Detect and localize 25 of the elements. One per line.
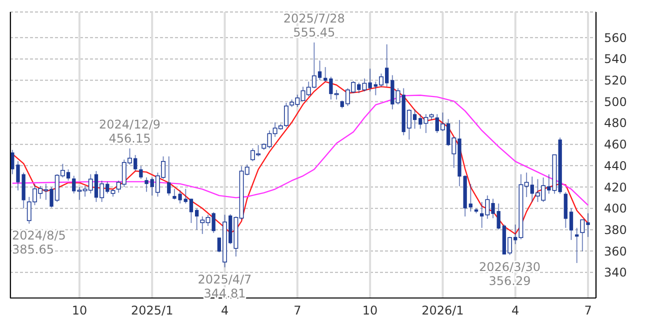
x-tick-label: 7 <box>294 304 302 318</box>
x-tick-label: 10 <box>362 304 378 318</box>
y-tick-label: 540 <box>604 52 627 66</box>
y-tick-label: 380 <box>604 222 627 237</box>
y-tick-label: 500 <box>604 94 627 109</box>
y-tick-label: 480 <box>604 116 627 130</box>
x-tick-label: 2025/1 <box>131 304 174 318</box>
x-tick-label: 4 <box>220 304 229 318</box>
x-tick-label: 7 <box>584 304 592 318</box>
annotation: 2026/3/30 356.29 <box>479 260 541 288</box>
annotation: 2025/4/7 344.81 <box>198 272 252 300</box>
y-tick-label: 400 <box>604 202 627 216</box>
line-series <box>12 94 589 206</box>
y-tick-label: 440 <box>604 158 627 173</box>
x-tick-label: 10 <box>72 304 88 318</box>
annotation: 2025/7/28 555.45 <box>283 11 345 40</box>
y-tick-label: 360 <box>604 244 627 258</box>
x-tick-label: 4 <box>512 304 520 318</box>
x-tick-label: 2026/1 <box>422 304 464 318</box>
y-tick-label: 340 <box>604 266 627 280</box>
y-tick-label: 460 <box>604 138 627 152</box>
y-tick-label: 420 <box>604 180 627 194</box>
annotation: 2024/12/9 456.15 <box>98 117 161 146</box>
y-tick-label: 560 <box>604 30 627 45</box>
y-tick-label: 520 <box>604 74 627 88</box>
